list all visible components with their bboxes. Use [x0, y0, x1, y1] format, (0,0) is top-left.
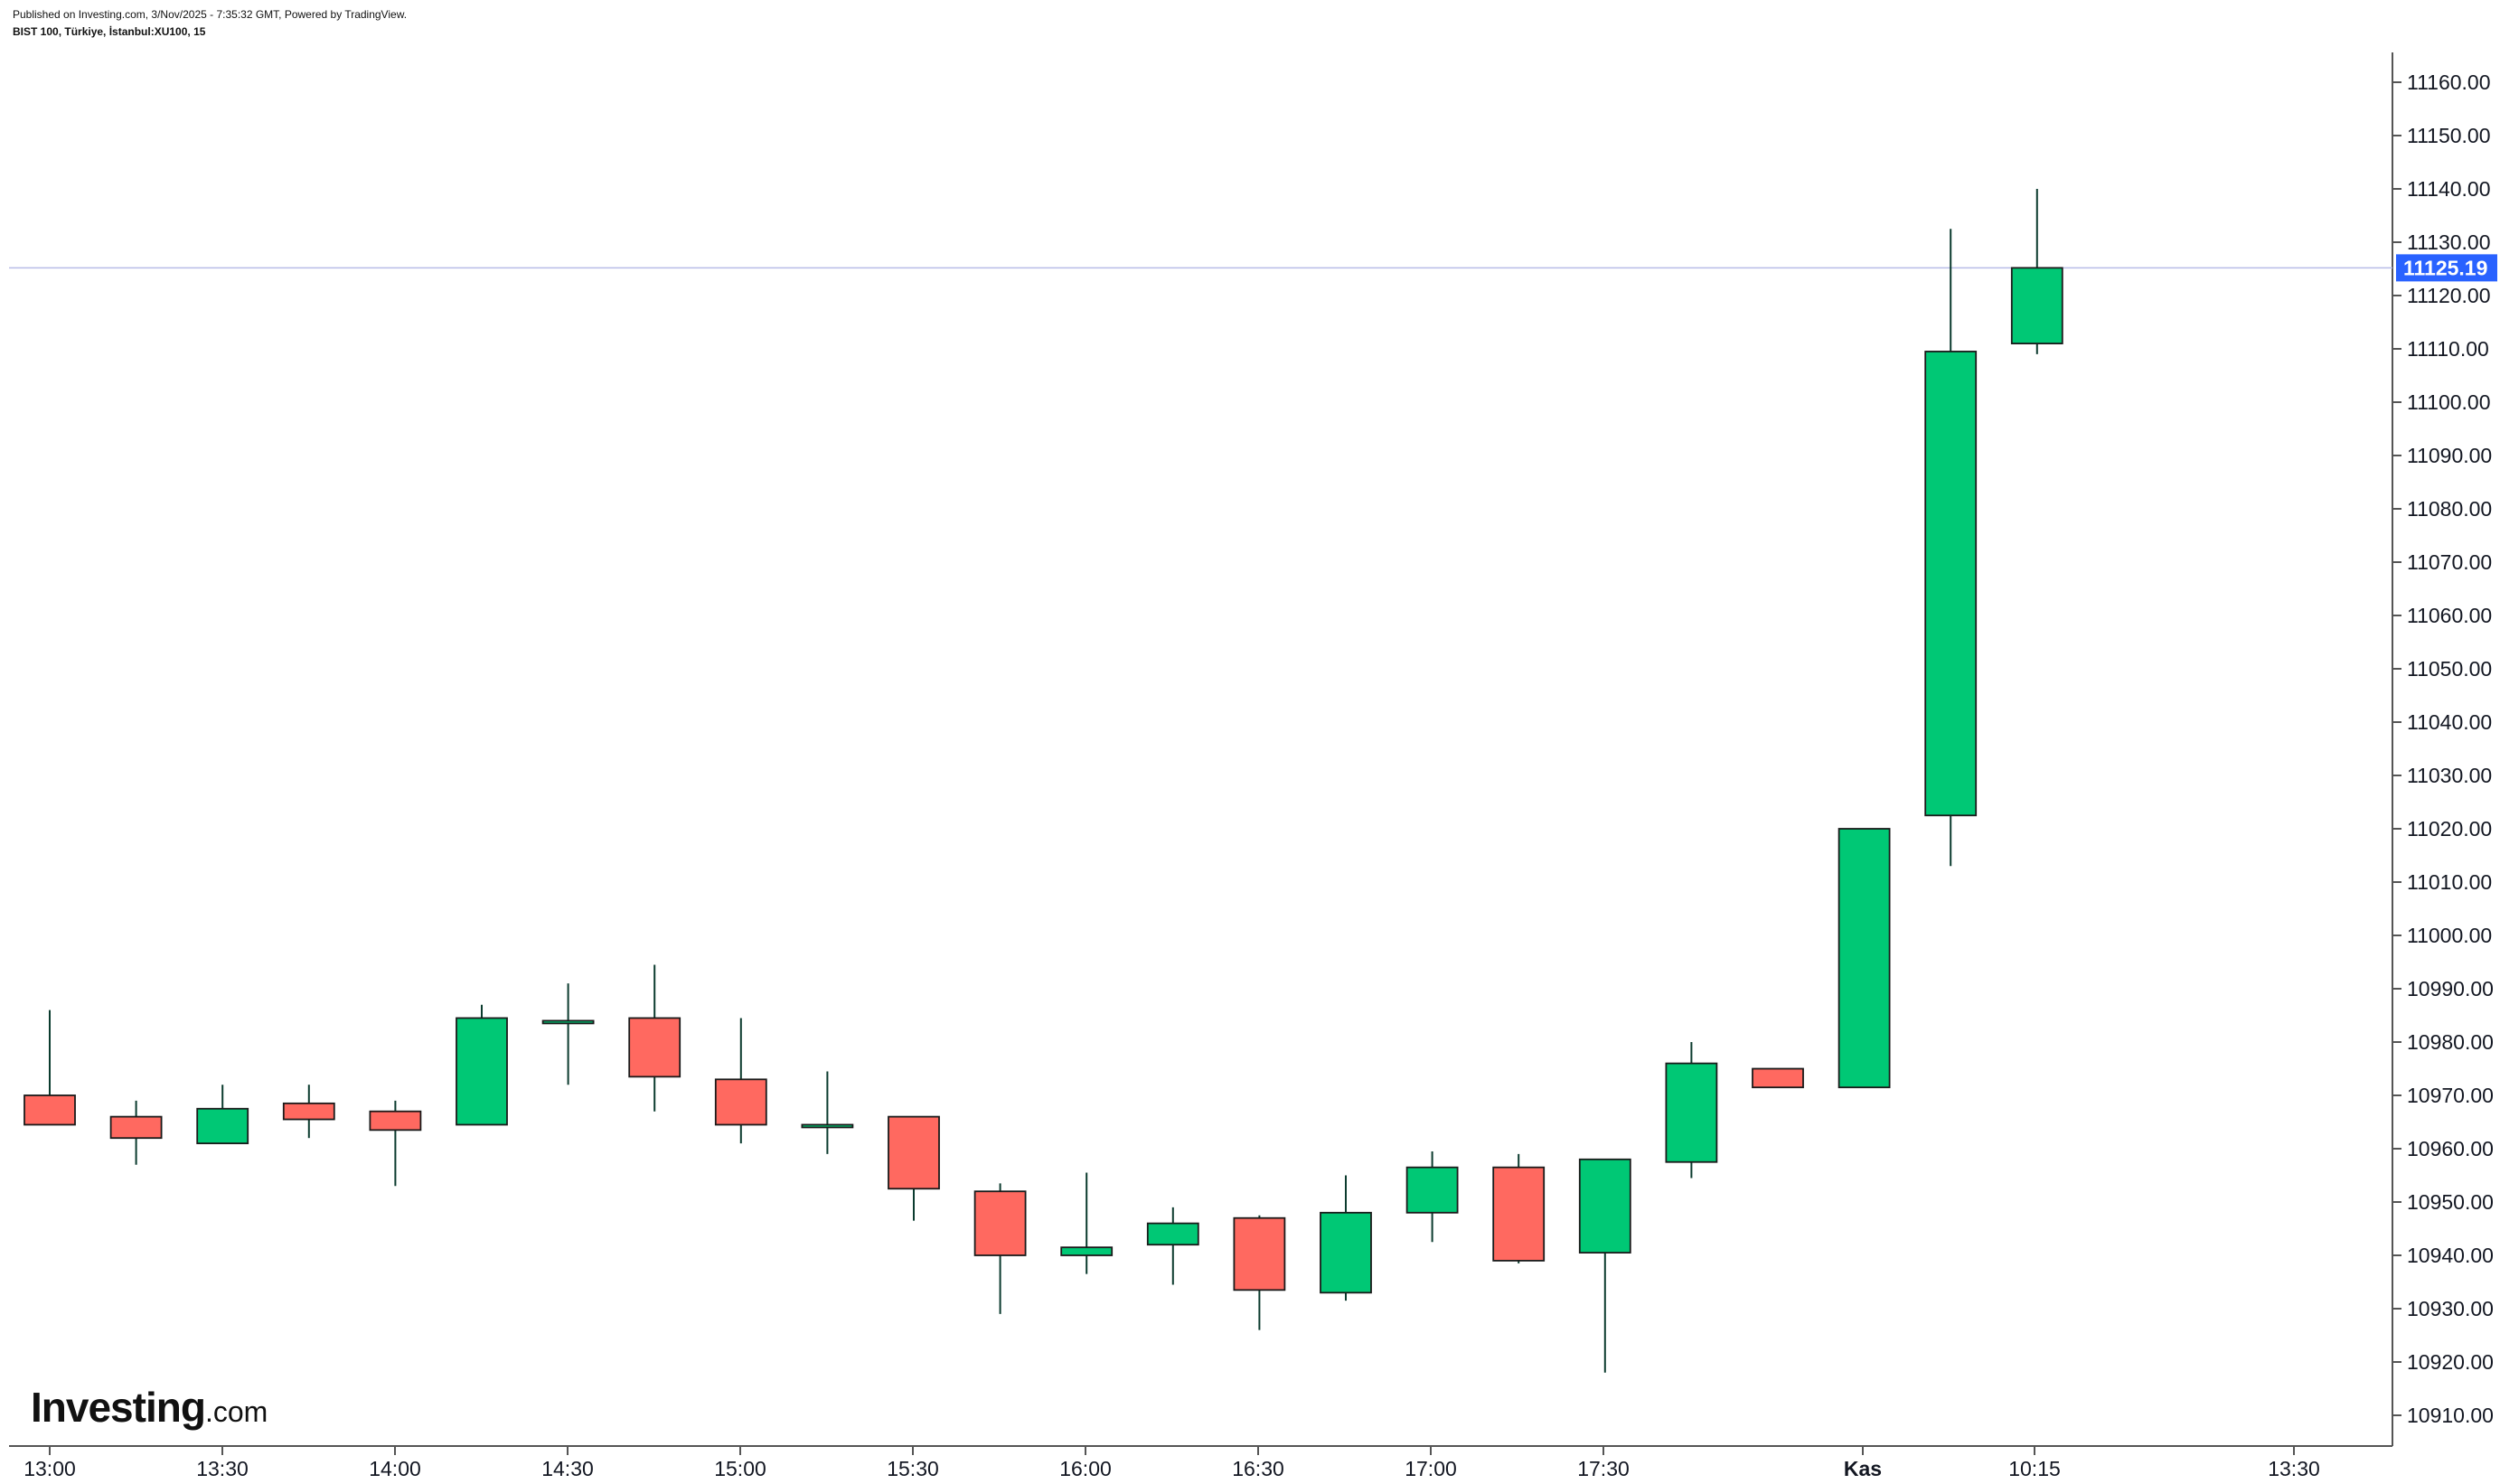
candle-down [888, 1115, 940, 1190]
last-price-label: 11125.19 [2403, 256, 2487, 279]
y-tick-label: 10910.00 [2407, 1404, 2494, 1427]
x-tick-label: 16:30 [1232, 1457, 1284, 1480]
candle-up [196, 1107, 249, 1144]
candle-down [23, 1094, 76, 1126]
y-tick-label: 10930.00 [2407, 1297, 2494, 1320]
y-tick-label: 11120.00 [2407, 284, 2491, 307]
candle-up [1837, 828, 1891, 1089]
y-tick-label: 10940.00 [2407, 1244, 2494, 1267]
investing-logo: Investing.com [31, 1383, 268, 1432]
candle-down [1233, 1216, 1286, 1291]
y-tick-label: 10990.00 [2407, 977, 2494, 1000]
logo-domain: .com [204, 1395, 268, 1428]
x-tick-label: 17:30 [1577, 1457, 1630, 1480]
x-tick-label: 14:30 [541, 1457, 594, 1480]
last-price-badge [2396, 254, 2497, 282]
candle-up [1146, 1222, 1199, 1246]
candle-up [1060, 1246, 1114, 1256]
y-tick-label: 10960.00 [2407, 1137, 2494, 1160]
y-tick-label: 11020.00 [2407, 817, 2492, 841]
candle-down [109, 1115, 163, 1140]
candle-up [1924, 351, 1978, 817]
y-tick-label: 10920.00 [2407, 1350, 2494, 1374]
candle-down [369, 1110, 422, 1132]
candle-down [628, 1017, 681, 1078]
symbol-title: BIST 100, Türkiye, İstanbul:XU100, 15 [13, 25, 206, 38]
y-tick-label: 11060.00 [2407, 604, 2492, 627]
y-tick-label: 11100.00 [2407, 390, 2491, 414]
y-tick-label: 10950.00 [2407, 1190, 2494, 1214]
y-tick-label: 11160.00 [2407, 70, 2491, 94]
y-tick-label: 11130.00 [2407, 230, 2491, 254]
candle-down [1492, 1166, 1546, 1262]
x-tick-label: 13:30 [196, 1457, 249, 1480]
y-tick-label: 11010.00 [2407, 870, 2492, 894]
y-tick-label: 11090.00 [2407, 444, 2492, 467]
candle-down [714, 1078, 767, 1126]
candle-up [456, 1017, 508, 1126]
logo-brand: Investing [31, 1384, 206, 1431]
candle-up [1578, 1158, 1631, 1254]
y-tick-label: 11070.00 [2407, 550, 2492, 574]
candle-up [541, 1019, 595, 1025]
x-tick-label: 15:30 [887, 1457, 939, 1480]
x-tick-label: 13:30 [2268, 1457, 2320, 1480]
candle-down [282, 1102, 335, 1121]
chart-header: Published on Investing.com, 3/Nov/2025 -… [13, 7, 407, 42]
y-tick-label: 11040.00 [2407, 710, 2492, 734]
candle-up [2010, 267, 2063, 344]
x-tick-label: 13:00 [23, 1457, 76, 1480]
y-tick-label: 10970.00 [2407, 1084, 2494, 1107]
candle-down [973, 1190, 1027, 1256]
y-tick-label: 11110.00 [2407, 337, 2489, 361]
candle-up [801, 1123, 854, 1129]
candle-up [1665, 1062, 1718, 1163]
published-note: Published on Investing.com, 3/Nov/2025 -… [13, 8, 408, 21]
x-tick-label: 10:15 [2008, 1457, 2061, 1480]
candle-down [1752, 1067, 1804, 1089]
y-tick-label: 11140.00 [2407, 177, 2491, 201]
candle-up [1320, 1211, 1372, 1294]
y-tick-label: 11050.00 [2407, 657, 2492, 681]
x-tick-label: Kas [1844, 1457, 1882, 1480]
x-tick-label: 14:00 [369, 1457, 421, 1480]
y-tick-label: 11000.00 [2407, 924, 2492, 947]
y-tick-label: 11080.00 [2407, 497, 2492, 521]
x-tick-label: 15:00 [714, 1457, 766, 1480]
y-tick-label: 11030.00 [2407, 764, 2492, 787]
x-tick-label: 17:00 [1405, 1457, 1457, 1480]
x-tick-label: 16:00 [1059, 1457, 1112, 1480]
y-tick-label: 10980.00 [2407, 1030, 2494, 1054]
y-tick-label: 11150.00 [2407, 124, 2491, 147]
candle-up [1405, 1166, 1459, 1214]
